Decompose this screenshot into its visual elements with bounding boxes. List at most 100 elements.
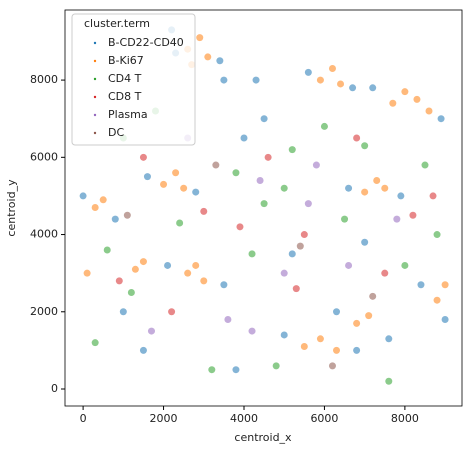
x-tick-label: 6000 xyxy=(310,412,338,425)
point xyxy=(361,188,369,196)
point xyxy=(220,76,228,84)
point xyxy=(333,346,341,354)
point xyxy=(168,308,176,316)
point xyxy=(361,142,369,150)
point xyxy=(433,296,441,304)
legend-marker xyxy=(93,77,97,81)
point xyxy=(79,192,87,200)
point xyxy=(429,192,437,200)
point xyxy=(248,327,256,335)
point xyxy=(232,366,240,374)
point xyxy=(208,366,216,374)
point xyxy=(304,200,312,208)
point xyxy=(401,88,409,96)
y-tick-label: 2000 xyxy=(30,305,58,318)
point xyxy=(333,308,341,316)
point xyxy=(433,231,441,239)
legend-marker xyxy=(93,59,97,63)
point xyxy=(123,211,131,219)
point xyxy=(288,250,296,258)
point xyxy=(240,134,248,142)
point xyxy=(361,238,369,246)
point xyxy=(296,242,304,250)
point xyxy=(280,331,288,339)
axes-frame xyxy=(64,9,463,407)
legend-label: Plasma xyxy=(108,108,148,121)
point xyxy=(365,312,373,320)
legend-marker xyxy=(93,41,97,45)
point xyxy=(389,99,397,107)
point xyxy=(147,327,155,335)
point xyxy=(312,161,320,169)
legend-marker xyxy=(93,131,97,135)
point xyxy=(369,292,377,300)
point xyxy=(280,184,288,192)
point xyxy=(385,377,393,385)
point xyxy=(353,134,361,142)
point xyxy=(184,269,192,277)
x-tick-label: 4000 xyxy=(230,412,258,425)
point xyxy=(316,335,324,343)
point xyxy=(200,277,208,285)
point xyxy=(425,107,433,115)
point xyxy=(369,84,377,92)
y-tick-label: 8000 xyxy=(30,73,58,86)
point xyxy=(139,153,147,161)
point xyxy=(401,261,409,269)
point xyxy=(441,316,449,324)
point xyxy=(381,184,389,192)
point xyxy=(160,180,168,188)
legend-label: CD4 T xyxy=(108,72,142,85)
point xyxy=(421,161,429,169)
point xyxy=(441,281,449,289)
point xyxy=(316,76,324,84)
point xyxy=(236,223,244,231)
legend: cluster.term B-CD22-CD40 B-Ki67 CD4 T CD8 T… xyxy=(71,13,196,146)
point xyxy=(256,176,264,184)
legend-marker xyxy=(93,95,97,99)
point xyxy=(413,95,421,103)
point xyxy=(437,115,445,123)
legend-frame xyxy=(71,13,196,146)
point xyxy=(345,261,353,269)
point xyxy=(83,269,91,277)
point xyxy=(103,246,111,254)
point xyxy=(304,68,312,76)
legend-label: CD8 T xyxy=(108,90,142,103)
point xyxy=(91,339,99,347)
point xyxy=(409,211,417,219)
point xyxy=(320,122,328,130)
point xyxy=(288,146,296,154)
point xyxy=(127,288,135,296)
point xyxy=(328,362,336,370)
point xyxy=(328,65,336,73)
point xyxy=(176,219,184,227)
point xyxy=(111,215,119,223)
point xyxy=(393,215,401,223)
point xyxy=(164,261,172,269)
point xyxy=(224,316,232,324)
point xyxy=(139,258,147,266)
point xyxy=(300,231,308,239)
point xyxy=(280,269,288,277)
point xyxy=(91,204,99,212)
y-tick-label: 0 xyxy=(51,382,58,395)
point xyxy=(264,153,272,161)
legend-label: DC xyxy=(108,126,124,139)
point xyxy=(139,346,147,354)
y-tick-label: 4000 xyxy=(30,228,58,241)
point xyxy=(204,53,212,61)
point xyxy=(220,281,228,289)
x-tick-label: 0 xyxy=(80,412,87,425)
point xyxy=(345,184,353,192)
point xyxy=(353,319,361,327)
point xyxy=(115,277,123,285)
legend-marker xyxy=(93,113,97,117)
point xyxy=(248,250,256,258)
point xyxy=(232,169,240,177)
point xyxy=(192,261,200,269)
point xyxy=(196,34,204,42)
point xyxy=(385,335,393,343)
point xyxy=(172,169,180,177)
